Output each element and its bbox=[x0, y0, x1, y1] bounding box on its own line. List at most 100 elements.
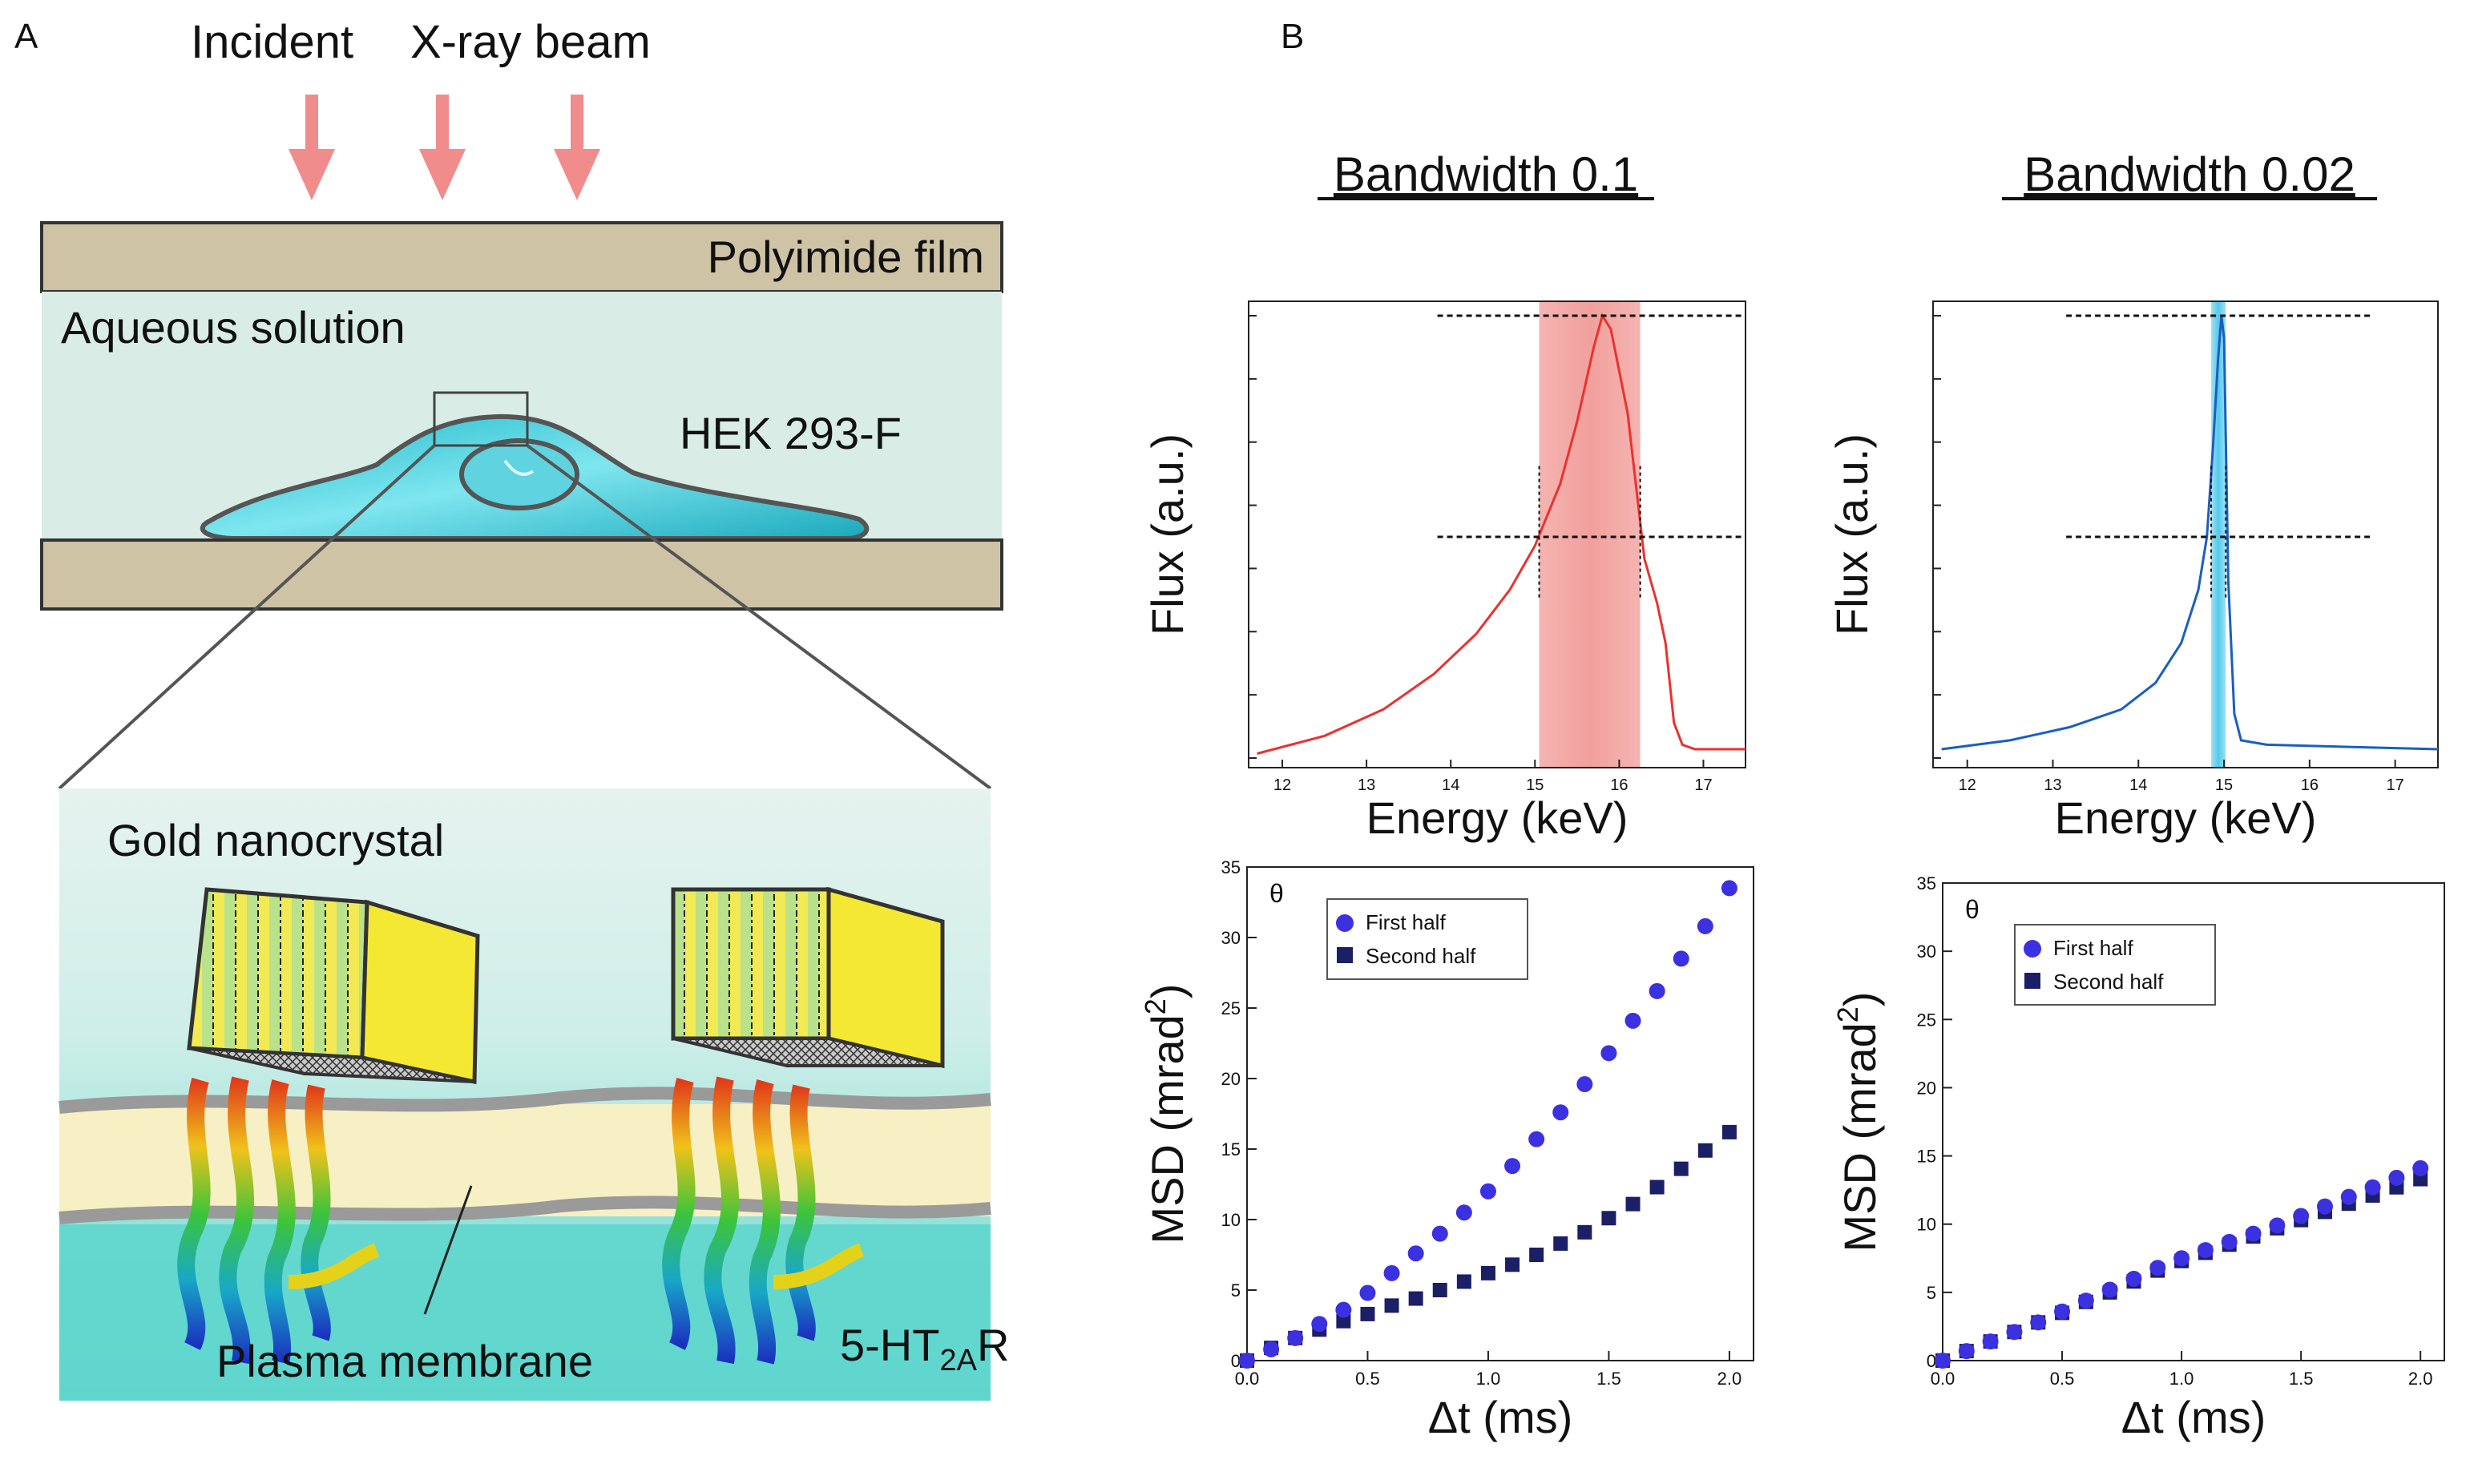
second-half-point bbox=[1456, 1274, 1471, 1289]
first-half-point bbox=[2077, 1292, 2094, 1309]
panel-b-label: B bbox=[1281, 17, 1304, 56]
first-half-point bbox=[2006, 1324, 2023, 1341]
second-half-point bbox=[1360, 1306, 1375, 1321]
legend-second-label: Second half bbox=[2053, 970, 2164, 994]
beam-label-incident: Incident bbox=[191, 16, 353, 68]
x-tick-label: 12 bbox=[1273, 776, 1291, 794]
cytoplasm bbox=[59, 1224, 991, 1401]
first-half-point bbox=[1407, 1245, 1424, 1262]
y-tick-label: 30 bbox=[1221, 928, 1241, 948]
first-half-point bbox=[2125, 1270, 2142, 1287]
first-half-point bbox=[1359, 1284, 1376, 1301]
second-half-point bbox=[1384, 1298, 1399, 1313]
y-tick-label: 25 bbox=[1917, 1010, 1936, 1030]
y-tick-label: 15 bbox=[1221, 1139, 1241, 1159]
first-half-point bbox=[1600, 1045, 1617, 1062]
y-tick-label: 25 bbox=[1221, 998, 1241, 1018]
first-half-point bbox=[2364, 1179, 2381, 1196]
y-tick-label: 5 bbox=[1231, 1280, 1241, 1301]
x-tick-label: 17 bbox=[1694, 776, 1712, 794]
x-tick-label: 13 bbox=[2044, 776, 2061, 794]
first-half-point bbox=[2197, 1242, 2214, 1259]
x-tick-label: 15 bbox=[1526, 776, 1544, 794]
second-half-point bbox=[1505, 1257, 1520, 1272]
column-title-right: Bandwidth 0.02 bbox=[2024, 147, 2355, 201]
first-half-point bbox=[1263, 1341, 1280, 1357]
aqueous-label: Aqueous solution bbox=[61, 302, 406, 353]
x-tick-label: 0.0 bbox=[1235, 1369, 1260, 1389]
x-tick-label: 0.5 bbox=[1355, 1369, 1380, 1389]
second-half-point bbox=[1721, 1124, 1737, 1139]
x-tick-label: 1.0 bbox=[2169, 1369, 2194, 1389]
first-half-point bbox=[2293, 1208, 2310, 1224]
first-half-point bbox=[2245, 1225, 2262, 1242]
y-tick-label: 30 bbox=[1917, 942, 1936, 962]
legend-first-label: First half bbox=[2053, 936, 2133, 960]
y-tick-label: 5 bbox=[1927, 1283, 1936, 1303]
first-half-point bbox=[2340, 1188, 2357, 1205]
first-half-point bbox=[1528, 1131, 1545, 1147]
spectrum-chart-bw01: 12 13 14 15 16 17 Energy (keV) Flux (a.u.) bbox=[1142, 300, 1746, 843]
x-tick-label: 16 bbox=[2301, 776, 2319, 794]
receptor-right bbox=[662, 1076, 865, 1365]
first-half-point bbox=[2221, 1233, 2238, 1250]
first-half-point bbox=[1935, 1353, 1951, 1369]
spectrum-line bbox=[1257, 313, 1746, 755]
first-half-point bbox=[1431, 1225, 1448, 1242]
first-half-point bbox=[1479, 1183, 1496, 1200]
beam-label-xray: X-ray beam bbox=[410, 16, 651, 68]
first-half-point bbox=[1673, 950, 1689, 967]
x-tick-label: 15 bbox=[2215, 776, 2233, 794]
first-half-point bbox=[1504, 1158, 1521, 1175]
y-axis-label: MSD (mrad2) bbox=[1831, 992, 1885, 1252]
msd-chart-bw002: 0 5 10 15 20 25 30 35 0.0 0.5 1.0 1.5 2.0 θ First half… bbox=[1831, 873, 2445, 1442]
plot-frame bbox=[1932, 300, 2439, 768]
polyimide-label: Polyimide film bbox=[708, 232, 984, 282]
membrane-bilayer bbox=[59, 1104, 991, 1216]
plot-frame bbox=[1248, 300, 1746, 768]
legend-second-marker bbox=[1337, 947, 1353, 963]
second-half-point bbox=[1601, 1211, 1616, 1226]
first-half-point bbox=[2030, 1314, 2047, 1331]
first-half-point bbox=[1311, 1316, 1328, 1333]
cell-label: HEK 293-F bbox=[680, 408, 902, 458]
first-half-point bbox=[1697, 917, 1713, 934]
x-tick-label: 13 bbox=[1358, 776, 1375, 794]
spectrum-chart-bw002: 12 13 14 15 16 17 Energy (keV) Flux (a.u.) bbox=[1826, 300, 2439, 843]
x-tick-label: 0.5 bbox=[2050, 1369, 2075, 1389]
theta-label: θ bbox=[1269, 879, 1284, 908]
second-half-point bbox=[1649, 1180, 1665, 1195]
x-axis-label: Δt (ms) bbox=[1428, 1392, 1572, 1442]
gold-nanocrystal-left bbox=[187, 887, 480, 1085]
first-half-point bbox=[1721, 880, 1737, 897]
first-half-point bbox=[1239, 1353, 1255, 1369]
first-half-point bbox=[2269, 1217, 2286, 1234]
receptor-left bbox=[177, 1076, 380, 1365]
first-half-point bbox=[1982, 1333, 1999, 1350]
x-axis-label: Energy (keV) bbox=[2055, 792, 2317, 843]
second-half-point bbox=[1480, 1265, 1495, 1280]
gold-label: Gold nanocrystal bbox=[107, 815, 444, 865]
first-half-point bbox=[1649, 982, 1665, 999]
membrane-label: Plasma membrane bbox=[216, 1336, 593, 1386]
x-tick-label: 1.5 bbox=[2289, 1369, 2314, 1389]
first-half-point bbox=[1624, 1012, 1641, 1029]
first-half-point bbox=[1383, 1264, 1400, 1281]
y-tick-label: 0 bbox=[1927, 1351, 1936, 1371]
legend-first-marker bbox=[1336, 914, 1354, 932]
first-half-point bbox=[2173, 1250, 2190, 1267]
y-tick-label: 15 bbox=[1917, 1147, 1936, 1167]
second-half-point bbox=[2413, 1171, 2428, 1187]
second-half-point bbox=[1697, 1143, 1713, 1158]
y-tick-label: 0 bbox=[1231, 1351, 1241, 1371]
x-tick-label: 14 bbox=[1442, 776, 1459, 794]
x-tick-label: 0.0 bbox=[1931, 1369, 1955, 1389]
y-tick-label: 10 bbox=[1917, 1215, 1936, 1235]
x-axis-label: Energy (keV) bbox=[1366, 792, 1629, 843]
y-tick-label: 35 bbox=[1917, 873, 1936, 893]
second-half-point bbox=[1673, 1161, 1689, 1176]
glass-substrate bbox=[40, 538, 1003, 611]
first-half-point bbox=[1576, 1076, 1593, 1093]
spectrum-line bbox=[1941, 315, 2439, 751]
